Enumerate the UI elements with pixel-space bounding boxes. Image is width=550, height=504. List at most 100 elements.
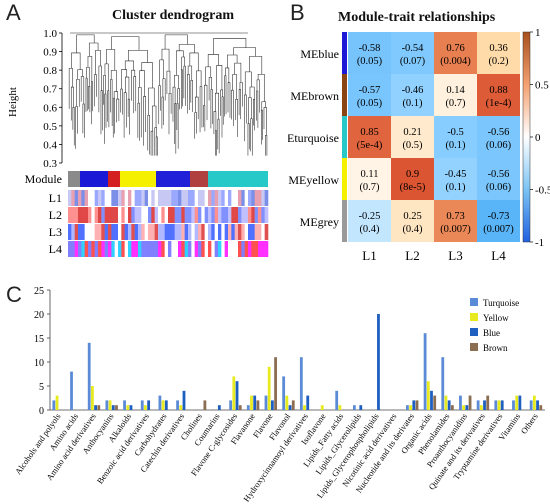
bar-yellow [108,400,112,410]
dendrogram-branch [110,70,117,92]
dendrogram-branch [98,65,102,91]
legend-label: Turquoise [483,298,519,308]
dendrogram-branch [187,65,193,81]
trait-color-cell [81,224,85,240]
trait-color-cell [118,241,122,257]
panel-a-letter: A [6,0,21,25]
dendrogram-branch [233,47,256,57]
trait-color-cell [98,207,102,223]
dendrogram-branch [216,65,223,94]
bar-turquoise [406,405,409,410]
bar-blue [500,400,504,410]
trait-color-cell [254,207,259,223]
trait-color-cell [171,207,175,223]
trait-color-cell [204,224,209,240]
p-value: (0.7) [445,98,466,109]
dendrogram-branch [210,89,213,117]
trait-color-cell [224,241,229,257]
trait-color-cell [184,224,189,240]
trait-color-cell [248,241,252,257]
bar-blue [447,400,451,410]
trait-color-cell [174,190,179,206]
trait-color-cell [188,190,192,206]
bar-yellow [532,395,536,410]
bar-turquoise [158,395,162,410]
dendrogram-branch [147,115,150,138]
trait-color-cell [204,190,209,206]
trait-color-cell [198,207,202,223]
dendrogram-tree [68,32,268,156]
panel-c-letter: C [6,282,22,307]
y-tick-label: 0.5 [43,121,57,133]
trait-color-cell [181,190,185,206]
trait-color-cell [241,190,245,206]
bar-turquoise [70,371,73,410]
trait-color-cell [124,190,129,206]
bar-turquoise [229,400,233,410]
trait-column-label: L3 [448,248,462,262]
dendrogram-branch [220,89,223,103]
trait-color-cell [151,224,155,240]
dendrogram-branch [232,74,237,100]
dendrogram-branch [138,87,142,115]
bar-turquoise [476,400,480,410]
trait-color-cell [174,207,179,223]
dendrogram-branch [190,79,193,89]
trait-color-cell [88,207,92,223]
module-color-strip [342,74,347,116]
bar-brown [97,405,101,410]
trait-color-cell [231,207,235,223]
trait-color-cell [214,190,219,206]
y-tick-label: 0.4 [43,139,57,151]
trait-color-cell [231,224,235,240]
trait-column-label: L1 [362,248,376,262]
legend-swatch [470,328,478,336]
trait-color-cell [231,241,235,257]
dendrogram-branch [93,74,97,87]
trait-color-cell [91,207,95,223]
bar-yellow [444,395,448,410]
dendrogram-branch [75,106,78,134]
trait-color-cell [198,224,202,240]
bar-blue [359,405,363,410]
legend-swatch [470,313,478,321]
dendrogram-branch [166,70,171,94]
trait-color-cell [121,190,125,206]
trait-color-cell [178,190,182,206]
trait-color-cell [128,190,132,206]
dendrogram-branch [68,68,73,94]
trait-color-cell [168,224,172,240]
trait-color-cell [84,241,89,257]
bar-yellow [426,381,430,410]
module-color-strip [342,200,347,242]
module-color-strip [342,116,347,158]
trait-color-cell [81,241,85,257]
trait-color-cell [214,241,219,257]
bar-turquoise [246,405,250,410]
correlation-value: -0.73 [488,211,510,222]
dendrogram-branch [141,62,153,89]
dendrogram-branch [159,59,164,86]
dendrogram-branch [168,92,172,119]
trait-color-cell [244,224,249,240]
trait-color-cell [141,224,145,240]
p-value: (0.007) [440,224,471,235]
trait-color-cell [171,224,175,240]
trait-color-cell [134,190,139,206]
scale-tick-label: 0 [535,132,541,144]
trait-color-cell [118,190,122,206]
scale-tick-label: 1 [535,27,541,39]
p-value: (1e-4) [486,98,512,109]
trait-color-cell [111,190,115,206]
trait-color-cell [238,190,242,206]
bar-turquoise [494,400,498,410]
correlation-value: 0.88 [489,85,507,96]
trait-color-cell [201,224,205,240]
trait-color-cell [188,224,192,240]
trait-color-cell [238,224,242,240]
trait-color-cell [68,241,72,257]
trait-color-cell [134,241,139,257]
trait-color-cell [164,224,169,240]
bar-turquoise [140,400,144,410]
trait-color-cell [228,207,232,223]
